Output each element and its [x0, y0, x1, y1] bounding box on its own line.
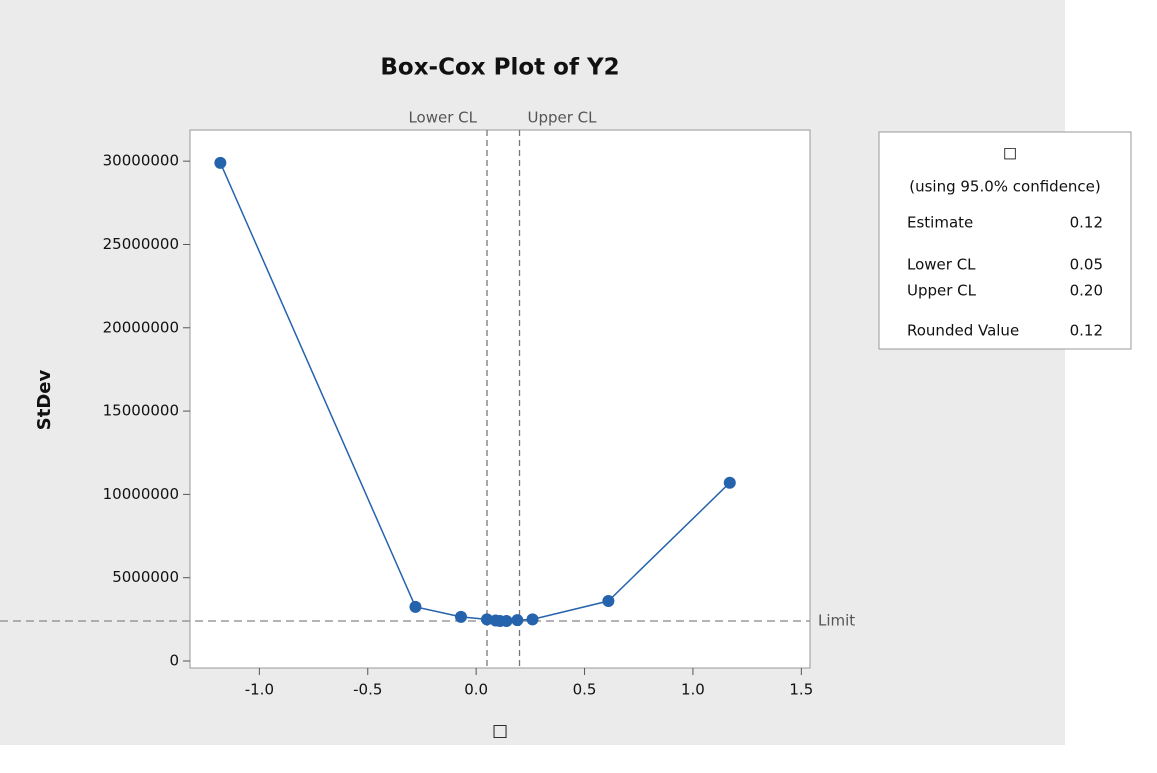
- plot-area: [189, 129, 811, 669]
- info-value: 0.20: [1070, 282, 1103, 300]
- chart-title: Box-Cox Plot of Y2: [380, 55, 619, 81]
- info-value: 0.05: [1070, 256, 1103, 274]
- data-point: [454, 610, 467, 623]
- x-tick-label: 1.5: [789, 681, 813, 699]
- info-label: Rounded Value: [907, 322, 1019, 340]
- reference-label: Lower CL: [408, 109, 477, 127]
- x-tick-label: -0.5: [353, 681, 382, 699]
- info-value: 0.12: [1070, 214, 1103, 232]
- y-tick-label: 30000000: [103, 152, 179, 170]
- x-tick-label: -1.0: [245, 681, 274, 699]
- info-box: [878, 131, 1132, 350]
- data-point: [511, 614, 524, 627]
- y-tick-label: 5000000: [112, 568, 179, 586]
- limit-label: Limit: [818, 612, 855, 630]
- x-tick-label: 1.0: [681, 681, 705, 699]
- data-point: [214, 156, 227, 169]
- x-tick-label: 0.0: [464, 681, 488, 699]
- x-tick-label: 0.5: [573, 681, 597, 699]
- data-point: [500, 615, 513, 628]
- y-axis-label: StDev: [34, 370, 55, 431]
- y-tick-label: 0: [169, 652, 179, 670]
- data-point: [602, 595, 615, 608]
- info-label: Estimate: [907, 214, 973, 232]
- y-tick-label: 10000000: [103, 485, 179, 503]
- data-point: [723, 476, 736, 489]
- info-label: Lower CL: [907, 256, 976, 274]
- reference-label: Upper CL: [528, 109, 598, 127]
- info-value: 0.12: [1070, 322, 1103, 340]
- y-tick-label: 15000000: [103, 402, 179, 420]
- x-axis-label: □: [492, 721, 508, 741]
- info-title: □: [1003, 144, 1017, 162]
- data-point: [526, 613, 539, 626]
- data-point: [409, 600, 422, 613]
- info-label: Upper CL: [907, 282, 977, 300]
- info-subtitle: (using 95.0% confidence): [909, 178, 1101, 196]
- y-tick-label: 20000000: [103, 318, 179, 336]
- y-tick-label: 25000000: [103, 235, 179, 253]
